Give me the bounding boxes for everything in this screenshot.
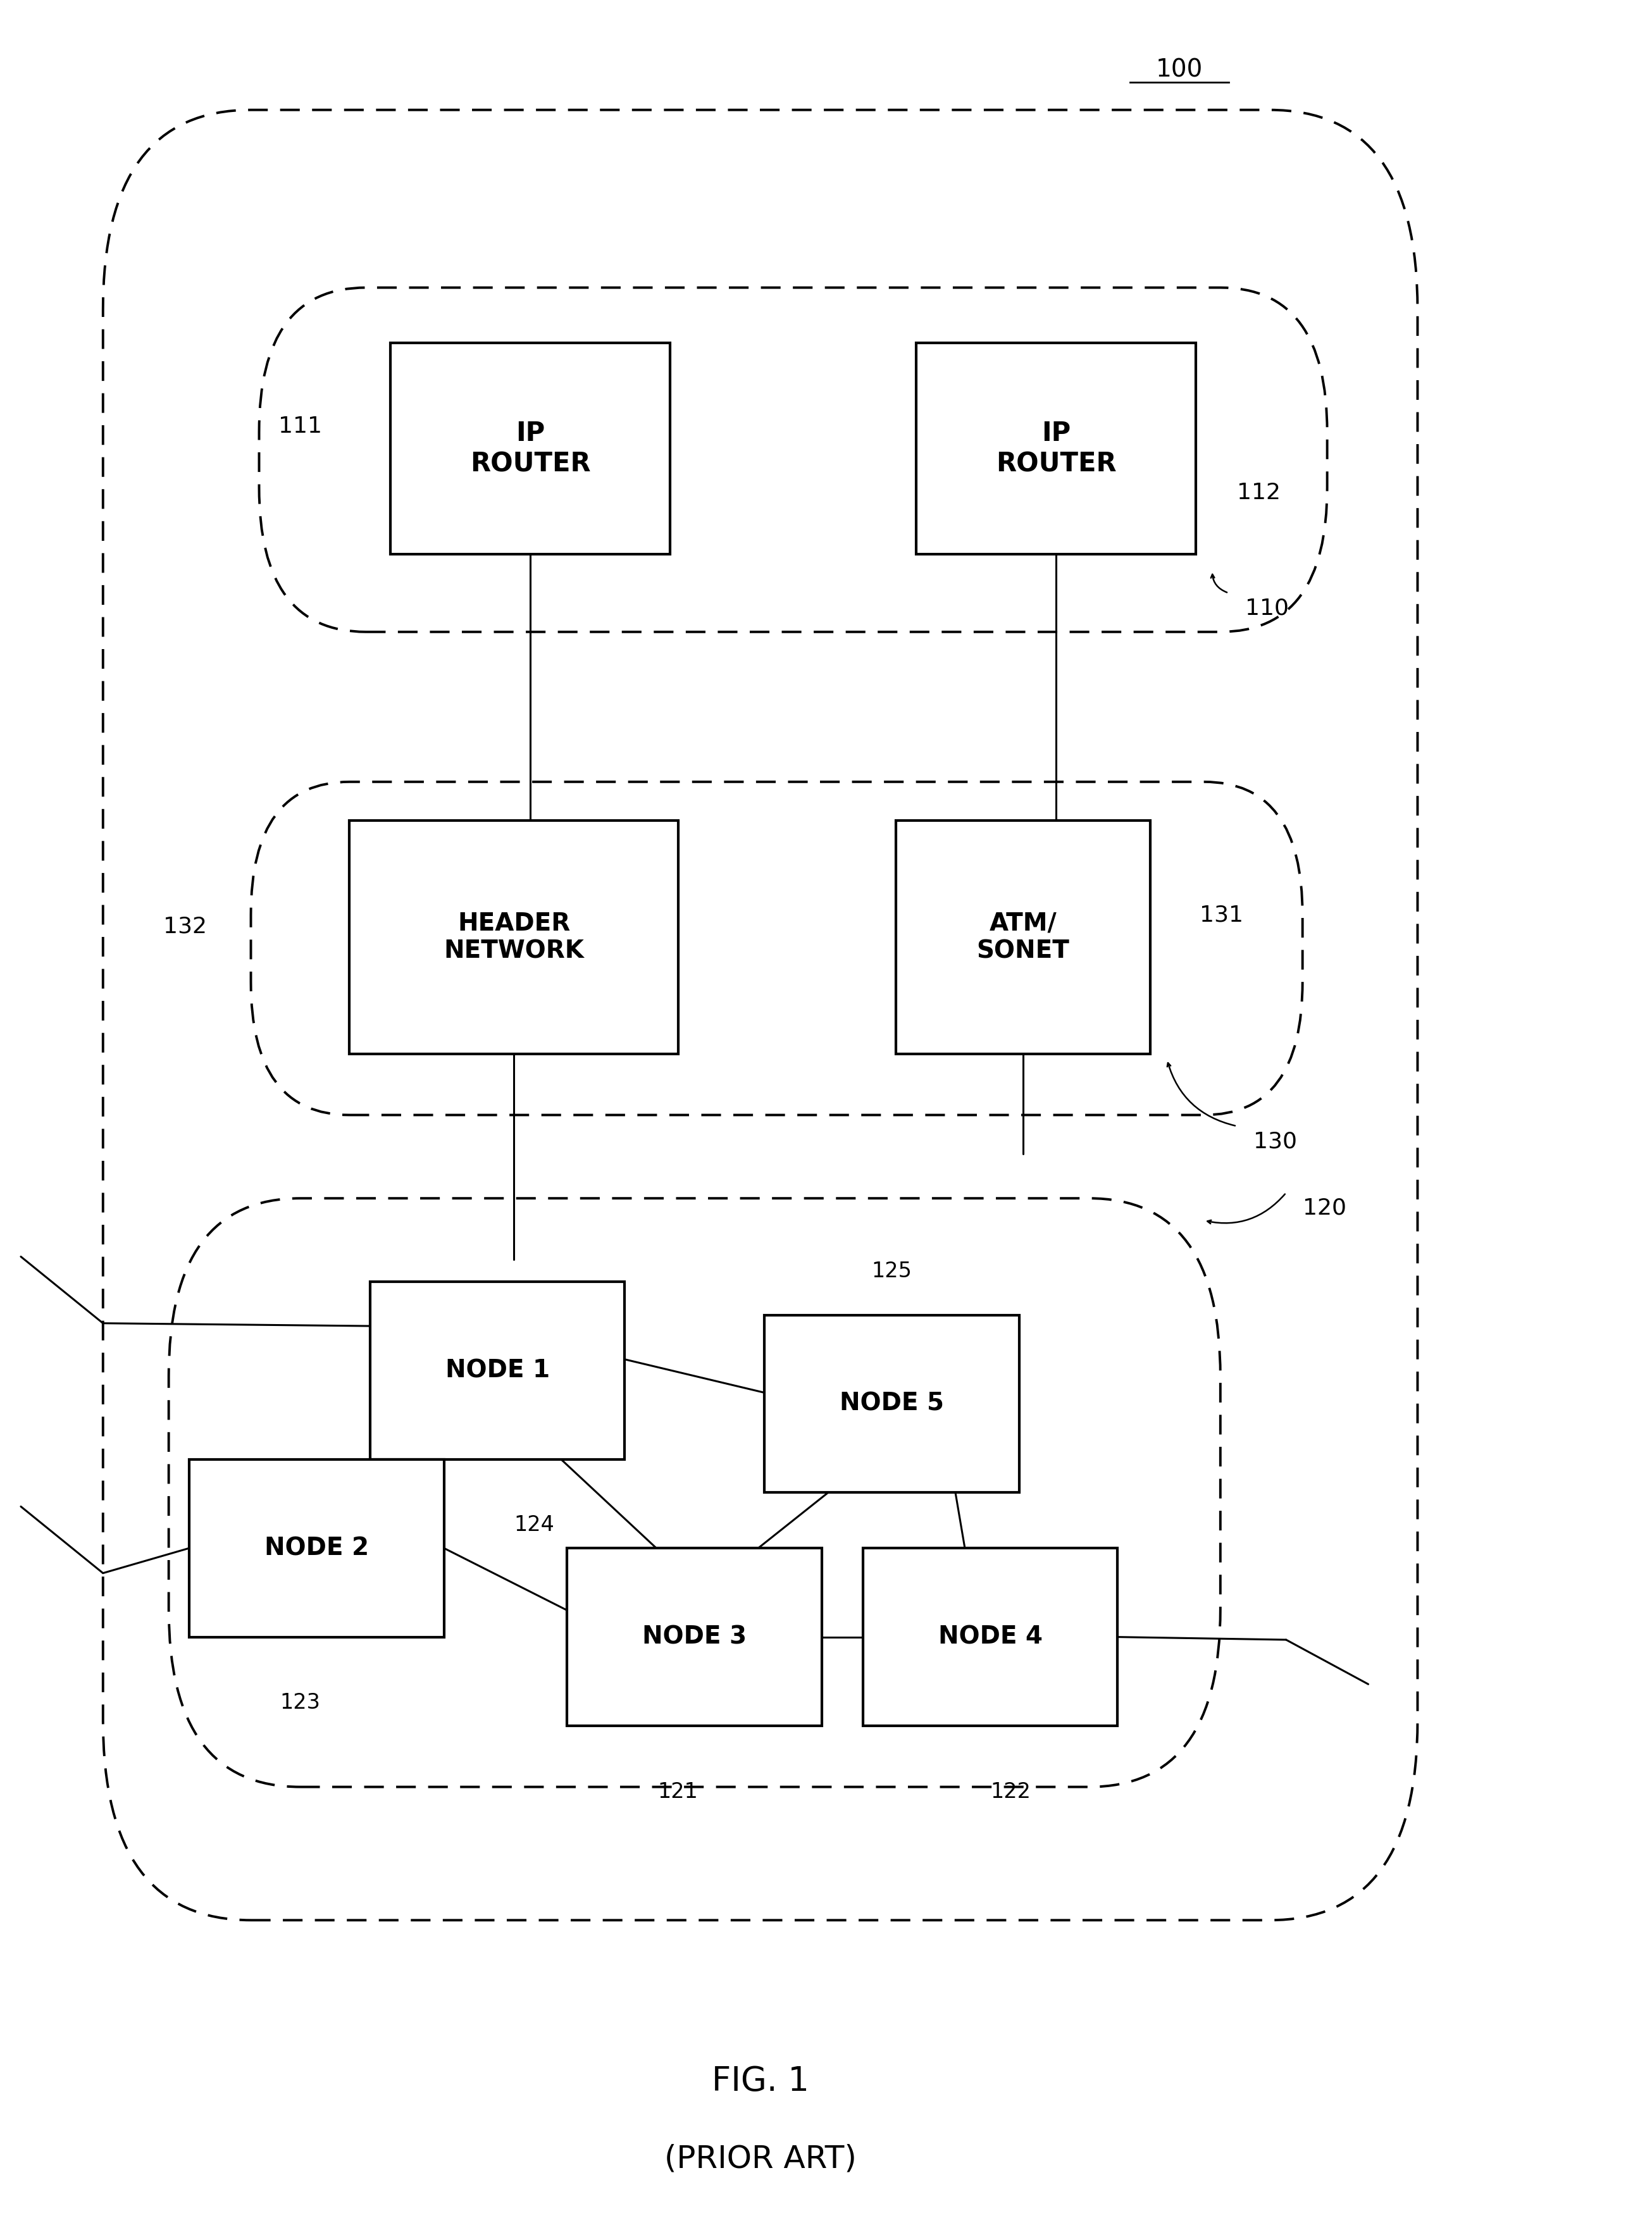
- Text: 130: 130: [1254, 1131, 1297, 1153]
- Text: 132: 132: [164, 917, 206, 937]
- FancyBboxPatch shape: [370, 1282, 624, 1458]
- Text: 112: 112: [1237, 482, 1280, 504]
- Text: ATM/
SONET: ATM/ SONET: [976, 912, 1069, 963]
- Text: 122: 122: [990, 1782, 1031, 1802]
- Text: 100: 100: [1156, 58, 1203, 83]
- Text: IP
ROUTER: IP ROUTER: [996, 419, 1117, 477]
- Text: 125: 125: [872, 1260, 912, 1282]
- FancyBboxPatch shape: [917, 343, 1196, 553]
- Text: NODE 3: NODE 3: [643, 1626, 747, 1648]
- Text: NODE 1: NODE 1: [444, 1358, 550, 1383]
- Text: HEADER
NETWORK: HEADER NETWORK: [444, 912, 583, 963]
- Text: NODE 5: NODE 5: [839, 1392, 943, 1416]
- Text: 111: 111: [278, 415, 322, 437]
- Text: 120: 120: [1302, 1198, 1346, 1220]
- Text: FIG. 1: FIG. 1: [712, 2065, 809, 2098]
- Text: 121: 121: [657, 1782, 699, 1802]
- Text: 131: 131: [1199, 905, 1244, 925]
- Text: NODE 4: NODE 4: [938, 1626, 1042, 1648]
- FancyBboxPatch shape: [350, 821, 677, 1055]
- Text: 110: 110: [1246, 598, 1289, 620]
- Text: IP
ROUTER: IP ROUTER: [469, 419, 590, 477]
- FancyBboxPatch shape: [390, 343, 671, 553]
- Text: (PRIOR ART): (PRIOR ART): [664, 2143, 856, 2174]
- Text: 123: 123: [279, 1693, 320, 1713]
- FancyBboxPatch shape: [862, 1548, 1118, 1726]
- FancyBboxPatch shape: [895, 821, 1150, 1055]
- Text: NODE 2: NODE 2: [264, 1536, 368, 1561]
- Text: 124: 124: [514, 1514, 553, 1536]
- FancyBboxPatch shape: [765, 1316, 1019, 1492]
- FancyBboxPatch shape: [190, 1458, 444, 1637]
- FancyBboxPatch shape: [567, 1548, 823, 1726]
